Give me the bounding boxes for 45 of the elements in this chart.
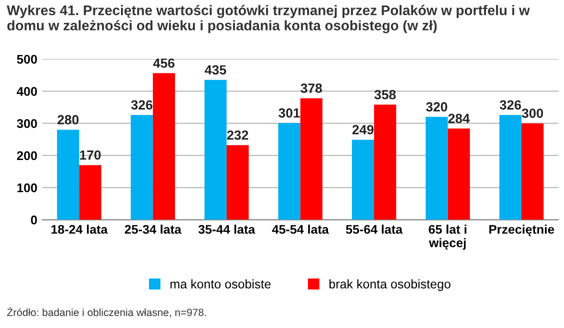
bar	[130, 114, 153, 220]
chart-title: Wykres 41. Przeciętne wartości gotówki trzymanej przez Polaków w portfelu i w domu w zależności od wieku i posiadania konta osobistego (w zł)	[6, 4, 530, 34]
data-label: 326	[500, 100, 521, 110]
bar	[57, 130, 80, 220]
bar	[374, 104, 396, 220]
data-label: 320	[426, 102, 448, 112]
y-tick-label: 100	[17, 183, 37, 192]
bar	[300, 98, 322, 220]
x-tick-label: 55-64 lata	[346, 224, 403, 234]
data-label: 300	[522, 108, 544, 118]
bar	[152, 73, 175, 220]
legend-label: brak konta osobistego	[329, 279, 450, 291]
x-tick-label: 18-24 lata	[51, 224, 108, 234]
bar	[278, 123, 300, 220]
y-tick-label: 400	[16, 86, 37, 96]
bar	[499, 114, 522, 220]
data-label: 456	[153, 58, 174, 68]
y-tick-label: 0	[30, 216, 37, 224]
bar	[352, 140, 374, 220]
data-label: 249	[352, 124, 374, 134]
data-label: 301	[278, 108, 300, 118]
bar	[426, 116, 448, 220]
data-label: 232	[227, 130, 248, 140]
x-tick-label: 65 lat i więcej	[428, 224, 466, 250]
x-tick-label: 45-54 lata	[272, 224, 329, 234]
y-tick-label: 300	[16, 119, 37, 128]
data-label: 358	[374, 90, 396, 100]
x-tick-label: Przeciętnie	[489, 224, 554, 236]
data-label: 435	[204, 65, 226, 75]
data-label: 280	[58, 115, 79, 124]
x-tick-label: 25-34 lata	[124, 224, 182, 234]
y-tick-label: 500	[16, 54, 37, 64]
legend-label: ma konto osobiste	[170, 279, 271, 288]
x-tick-label: 35-44 lata	[198, 224, 256, 234]
data-label: 378	[300, 84, 322, 93]
text: Źródło: badanie i obliczenia własne, n=978.	[7, 306, 206, 318]
bar	[204, 80, 227, 220]
bar	[79, 165, 102, 220]
data-label: 326	[131, 100, 152, 110]
bar	[448, 128, 470, 220]
bar	[226, 145, 249, 220]
y-tick-label: 200	[17, 151, 37, 160]
data-label: 170	[80, 150, 101, 160]
bar	[522, 123, 544, 220]
data-label: 284	[448, 114, 470, 124]
